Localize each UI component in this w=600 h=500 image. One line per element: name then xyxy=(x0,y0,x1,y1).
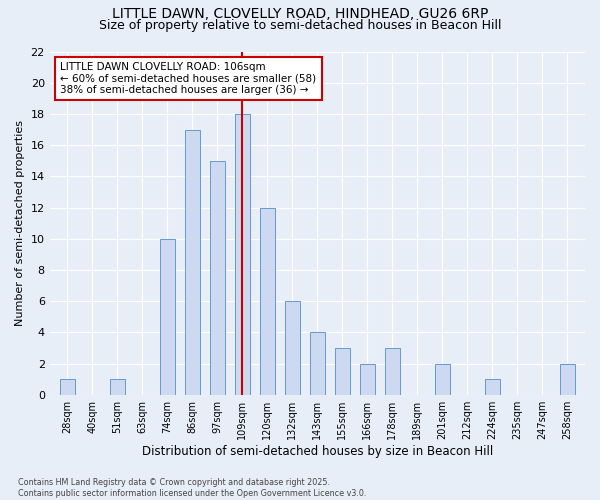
Bar xyxy=(485,379,500,394)
Bar xyxy=(285,301,300,394)
Bar xyxy=(260,208,275,394)
Bar xyxy=(435,364,450,394)
Bar xyxy=(385,348,400,395)
Text: Size of property relative to semi-detached houses in Beacon Hill: Size of property relative to semi-detach… xyxy=(99,18,501,32)
Bar xyxy=(160,238,175,394)
Bar xyxy=(235,114,250,394)
Y-axis label: Number of semi-detached properties: Number of semi-detached properties xyxy=(15,120,25,326)
Bar xyxy=(360,364,375,394)
Bar xyxy=(310,332,325,394)
Bar xyxy=(110,379,125,394)
Bar xyxy=(335,348,350,395)
X-axis label: Distribution of semi-detached houses by size in Beacon Hill: Distribution of semi-detached houses by … xyxy=(142,444,493,458)
Bar xyxy=(59,379,74,394)
Bar xyxy=(210,160,225,394)
Bar xyxy=(185,130,200,394)
Text: Contains HM Land Registry data © Crown copyright and database right 2025.
Contai: Contains HM Land Registry data © Crown c… xyxy=(18,478,367,498)
Bar xyxy=(560,364,575,394)
Text: LITTLE DAWN, CLOVELLY ROAD, HINDHEAD, GU26 6RP: LITTLE DAWN, CLOVELLY ROAD, HINDHEAD, GU… xyxy=(112,8,488,22)
Text: LITTLE DAWN CLOVELLY ROAD: 106sqm
← 60% of semi-detached houses are smaller (58): LITTLE DAWN CLOVELLY ROAD: 106sqm ← 60% … xyxy=(61,62,316,95)
